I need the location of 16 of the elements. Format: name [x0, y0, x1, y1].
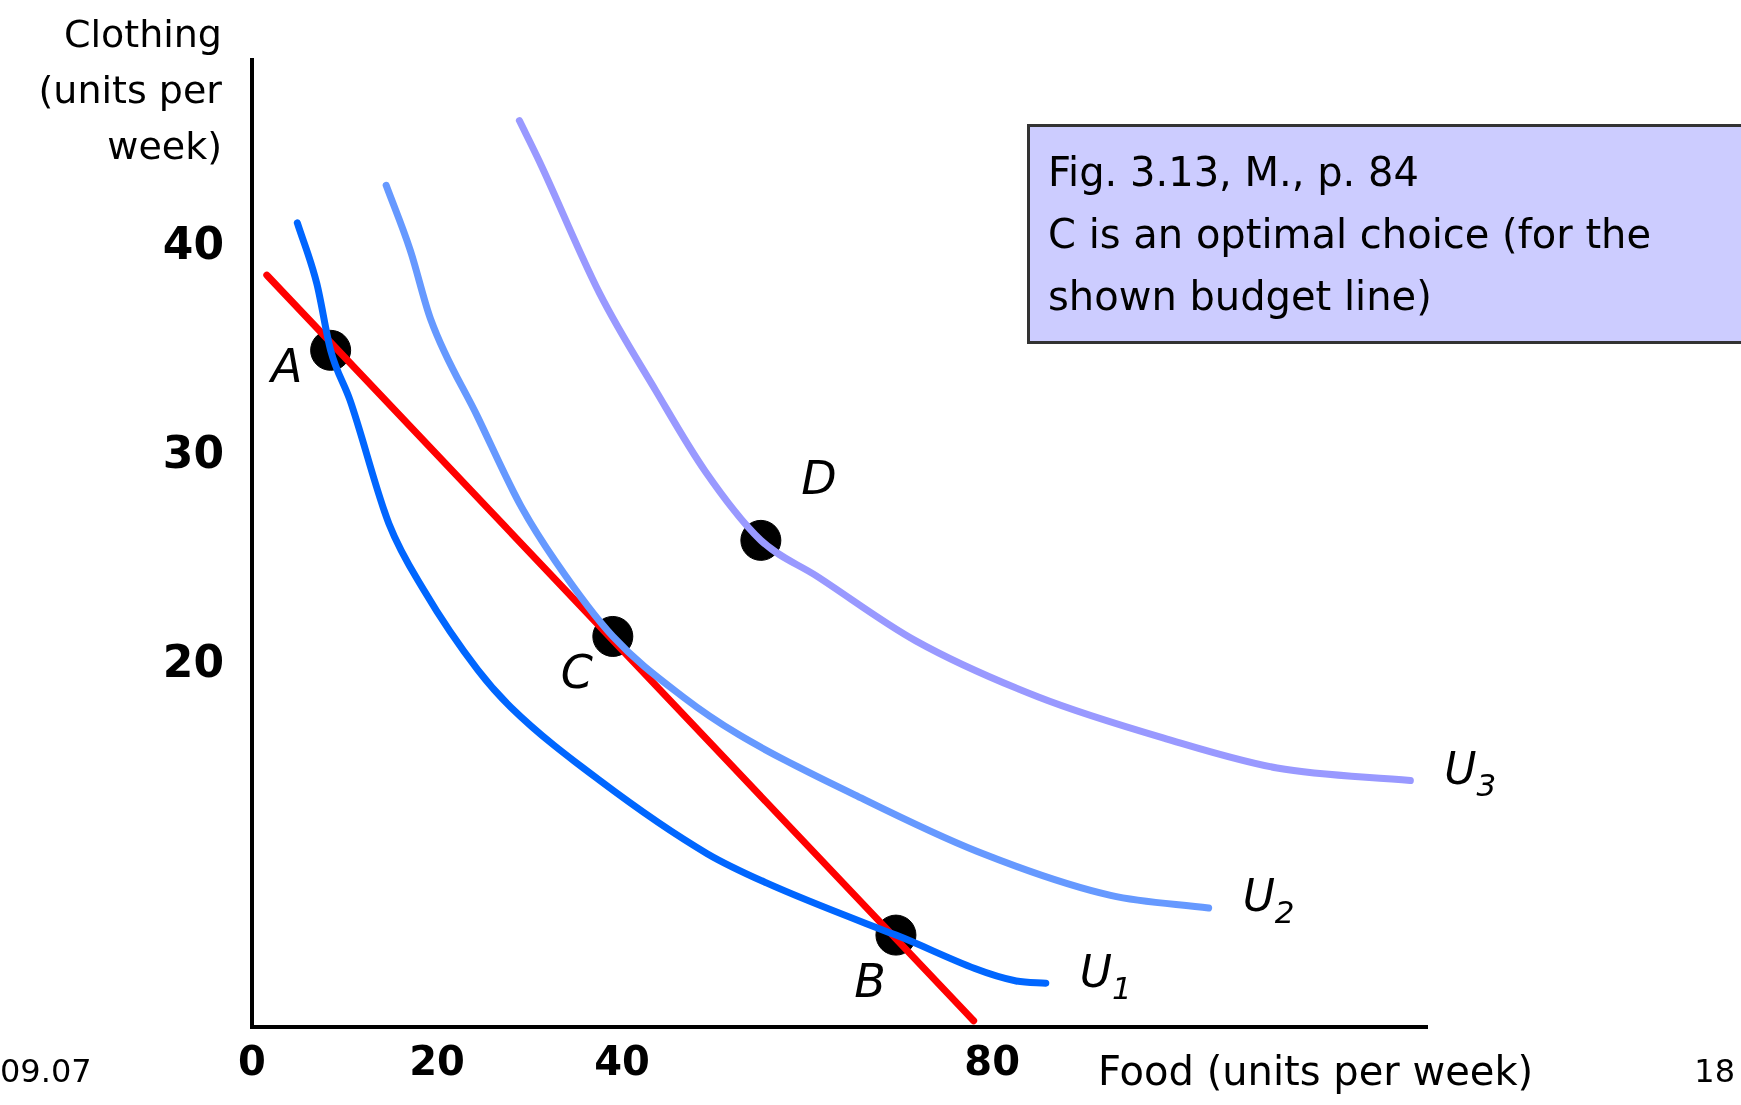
y-axis-title: Clothing (units per week) [37, 11, 222, 170]
y-tick-label: 20 [162, 636, 224, 688]
y-tick-label: 40 [162, 218, 224, 270]
x-axis-title: Food (units per week) [1098, 1048, 1534, 1094]
x-tick-label: 20 [409, 1038, 465, 1085]
annotation: D [801, 451, 837, 506]
x-tick-label: 80 [964, 1038, 1020, 1085]
annotation: B [854, 954, 886, 1009]
annotation: A [267, 339, 303, 394]
text: 18 [1694, 1052, 1735, 1090]
x-tick-label: 0 [238, 1038, 266, 1085]
x-tick-label: 40 [594, 1038, 650, 1085]
annotation: Fig. 3.13, M., p. 84 C is an optimal choice (for the shown budget line) [1027, 124, 1741, 344]
y-tick-label: 30 [162, 427, 224, 479]
annotation: C [560, 645, 593, 700]
text: 09.07 [0, 1052, 92, 1090]
